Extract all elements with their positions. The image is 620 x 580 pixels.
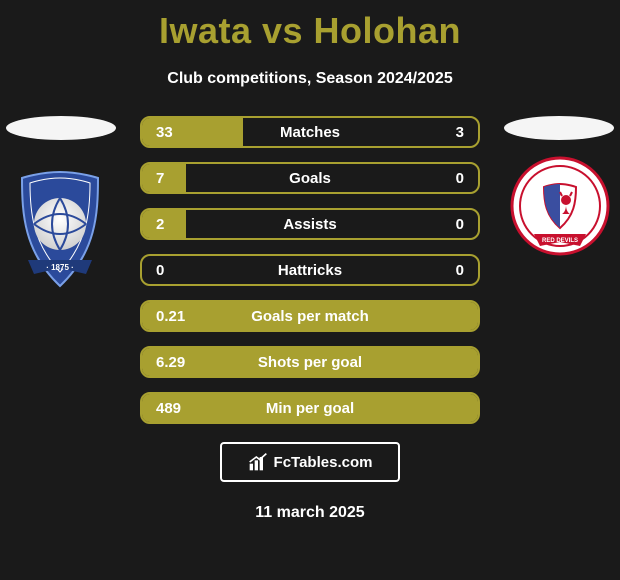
brand-box[interactable]: FcTables.com [220, 442, 400, 482]
stat-label: Matches [196, 124, 424, 141]
fctables-logo-icon [248, 452, 268, 472]
right-player-marker [504, 116, 614, 140]
stat-row: 33Matches3 [140, 116, 480, 148]
subtitle: Club competitions, Season 2024/2025 [0, 70, 620, 88]
stat-left-value: 489 [156, 400, 196, 417]
left-player-marker [6, 116, 116, 140]
stat-left-value: 0 [156, 262, 196, 279]
stat-right-value: 0 [424, 262, 464, 279]
stat-row: 0.21Goals per match [140, 300, 480, 332]
date-label: 11 march 2025 [0, 504, 620, 522]
birmingham-badge-icon: · 1875 · [10, 164, 110, 294]
stat-left-value: 0.21 [156, 308, 196, 325]
svg-text:RED DEVILS: RED DEVILS [542, 238, 578, 244]
stat-left-value: 2 [156, 216, 196, 233]
stat-row: 6.29Shots per goal [140, 346, 480, 378]
stat-label: Goals [196, 170, 424, 187]
stat-label: Assists [196, 216, 424, 233]
stat-label: Shots per goal [196, 354, 424, 371]
right-club-badge: RED DEVILS [510, 156, 610, 256]
stat-right-value: 0 [424, 216, 464, 233]
stat-right-value: 3 [424, 124, 464, 141]
stat-label: Hattricks [196, 262, 424, 279]
svg-text:· 1875 ·: · 1875 · [46, 263, 74, 272]
stat-right-value: 0 [424, 170, 464, 187]
page-title: Iwata vs Holohan [0, 0, 620, 52]
crawley-badge-icon: RED DEVILS [510, 156, 610, 256]
brand-label: FcTables.com [274, 454, 373, 471]
stat-row: 0Hattricks0 [140, 254, 480, 286]
stat-row: 489Min per goal [140, 392, 480, 424]
left-club-badge: · 1875 · [10, 164, 110, 294]
stat-label: Min per goal [196, 400, 424, 417]
stat-left-value: 7 [156, 170, 196, 187]
stat-left-value: 33 [156, 124, 196, 141]
stat-row: 7Goals0 [140, 162, 480, 194]
stat-left-value: 6.29 [156, 354, 196, 371]
stat-label: Goals per match [196, 308, 424, 325]
stat-row: 2Assists0 [140, 208, 480, 240]
stats-container: · 1875 · RED DEVILS 33Matches37Goals02As… [0, 116, 620, 424]
